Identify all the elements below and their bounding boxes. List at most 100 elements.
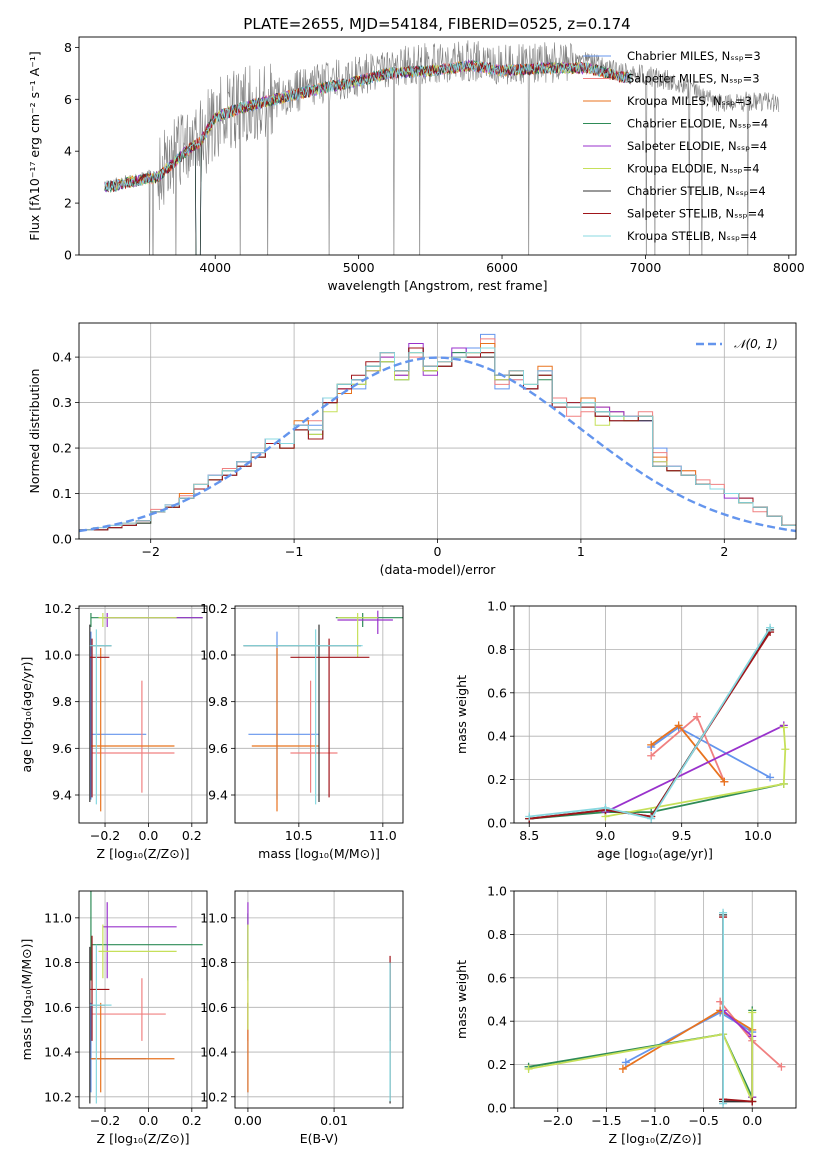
x-tick-label: 7000 bbox=[630, 260, 662, 275]
x-axis-label: (data-model)/error bbox=[380, 562, 497, 577]
axes-frame bbox=[78, 36, 797, 256]
x-axis-label: Z [log₁₀(Z/Z⊙)] bbox=[97, 1131, 190, 1146]
axes-frame bbox=[78, 605, 208, 824]
mass-weight-vs-age-panel: 8.5 9.0 9.5 10.0 0.0 0.2 0.4 0.6 0.8 1.0 age [log₁… bbox=[454, 599, 797, 861]
x-tick-label: −2.0 bbox=[543, 1113, 573, 1128]
x-axis-label: mass [log₁₀(M/M⊙)] bbox=[258, 846, 380, 861]
data-point bbox=[524, 1064, 533, 1073]
y-tick-label: 4 bbox=[64, 144, 72, 159]
data-point bbox=[647, 751, 656, 760]
x-tick-label: 11.0 bbox=[369, 828, 397, 843]
y-tick-label: 10.6 bbox=[200, 1000, 228, 1015]
axes-frame bbox=[234, 890, 404, 1109]
data-point bbox=[779, 723, 788, 732]
y-tick-label: 0.8 bbox=[487, 642, 507, 657]
x-tick-label: −1.0 bbox=[640, 1113, 670, 1128]
data-point bbox=[719, 908, 728, 917]
y-axis-label: mass [log₁₀(M/M⊙)] bbox=[19, 939, 34, 1061]
x-tick-label: 0.2 bbox=[182, 828, 202, 843]
y-axis-label: mass weight bbox=[454, 960, 469, 1039]
y-tick-label: 10.2 bbox=[44, 1089, 72, 1104]
y-tick-label: 10.4 bbox=[200, 1045, 228, 1060]
legend-label: Chabrier STELIB, Nₛₛₚ=4 bbox=[627, 184, 766, 198]
x-tick-label: −1.5 bbox=[591, 1113, 621, 1128]
y-tick-label: 9.6 bbox=[52, 741, 72, 756]
legend-label: Chabrier ELODIE, Nₛₛₚ=4 bbox=[627, 117, 768, 131]
y-axis-label: Flux [fλ10⁻¹⁷ erg cm⁻² s⁻¹ A⁻¹] bbox=[27, 51, 42, 240]
data-point bbox=[621, 1058, 630, 1067]
x-tick-label: −0.5 bbox=[688, 1113, 718, 1128]
data-point bbox=[674, 721, 683, 730]
x-tick-label: 0.0 bbox=[138, 828, 158, 843]
data-point bbox=[748, 1008, 757, 1017]
mass-vs-metallicity-panel: −0.2 0.0 0.2 10.2 10.4 10.6 10.8 11.0 Z [log₁₀(Z… bbox=[19, 890, 208, 1146]
mass-weight-line bbox=[605, 727, 787, 818]
x-tick-label: 2 bbox=[720, 544, 728, 559]
y-axis-label: mass weight bbox=[454, 675, 469, 754]
y-tick-label: 0.6 bbox=[487, 685, 507, 700]
y-tick-label: 9.4 bbox=[208, 788, 228, 803]
x-axis-label: E(B-V) bbox=[300, 1131, 339, 1146]
y-tick-label: 8 bbox=[64, 40, 72, 55]
legend-label: Salpeter MILES, Nₛₛₚ=3 bbox=[627, 72, 760, 86]
y-tick-label: 11.0 bbox=[200, 910, 228, 925]
legend-label: Chabrier MILES, Nₛₛₚ=3 bbox=[627, 49, 761, 63]
y-tick-label: 0.1 bbox=[52, 486, 72, 501]
y-tick-label: 0.2 bbox=[487, 1057, 507, 1072]
spectrum-panel: 4000 5000 6000 7000 8000 0 2 4 6 8 wavelength [Ang… bbox=[27, 36, 805, 293]
mass-vs-ebv-panel: 0.00 0.01 10.2 10.4 10.6 10.8 11.0 E(B-V) bbox=[200, 890, 404, 1146]
y-tick-label: 0.2 bbox=[487, 772, 507, 787]
y-tick-label: 1.0 bbox=[487, 884, 507, 899]
y-tick-label: 10.8 bbox=[44, 955, 72, 970]
x-tick-label: 0.2 bbox=[182, 1113, 202, 1128]
age-vs-metallicity-panel: −0.2 0.0 0.2 9.4 9.6 9.8 10.0 10.2 Z [log₁₀(Z/Z⊙… bbox=[19, 601, 208, 861]
data-point bbox=[525, 812, 534, 821]
x-tick-label: 9.5 bbox=[672, 828, 692, 843]
y-tick-label: 0.0 bbox=[487, 816, 507, 831]
x-tick-label: 1 bbox=[577, 544, 585, 559]
data-point bbox=[692, 712, 701, 721]
y-tick-label: 10.4 bbox=[44, 1045, 72, 1060]
x-tick-label: 0.00 bbox=[234, 1113, 262, 1128]
legend-label: Salpeter ELODIE, Nₛₛₚ=4 bbox=[627, 139, 767, 153]
x-tick-label: 4000 bbox=[199, 260, 231, 275]
residual-histogram-panel: −2 −1 0 1 2 0.0 0.1 0.2 0.3 0.4 (data-model)/error… bbox=[27, 322, 797, 577]
data-point bbox=[601, 803, 610, 812]
x-tick-label: 0.0 bbox=[742, 1113, 762, 1128]
y-tick-label: 0.4 bbox=[487, 729, 507, 744]
x-tick-label: 8000 bbox=[773, 260, 805, 275]
axes-frame bbox=[513, 605, 797, 824]
x-tick-label: 0 bbox=[434, 544, 442, 559]
x-tick-label: 5000 bbox=[343, 260, 375, 275]
y-tick-label: 9.8 bbox=[208, 694, 228, 709]
data-point bbox=[766, 773, 775, 782]
plot-area bbox=[89, 613, 203, 812]
legend-label: 𝒩(0, 1) bbox=[734, 337, 778, 351]
mass-weight-line bbox=[722, 1009, 754, 1098]
y-tick-label: 0.0 bbox=[52, 532, 72, 547]
plot-area bbox=[79, 333, 796, 539]
data-point bbox=[777, 1062, 786, 1071]
y-tick-label: 0.4 bbox=[487, 1014, 507, 1029]
y-tick-label: 0.3 bbox=[52, 395, 72, 410]
x-tick-label: 0.01 bbox=[320, 1113, 348, 1128]
data-point bbox=[748, 1097, 757, 1106]
y-tick-label: 0.6 bbox=[487, 970, 507, 985]
model-spectrum bbox=[104, 59, 631, 192]
x-tick-label: 8.5 bbox=[519, 828, 539, 843]
data-point bbox=[720, 777, 729, 786]
plot-area bbox=[104, 40, 780, 255]
y-tick-label: 0 bbox=[64, 248, 72, 263]
mass-weight-line bbox=[528, 1012, 754, 1102]
x-axis-label: wavelength [Angstrom, rest frame] bbox=[327, 278, 547, 293]
x-tick-label: 10.5 bbox=[285, 828, 313, 843]
x-tick-label: −0.2 bbox=[90, 828, 120, 843]
y-tick-label: 10.8 bbox=[200, 955, 228, 970]
y-tick-label: 9.6 bbox=[208, 741, 228, 756]
data-point bbox=[618, 1064, 627, 1073]
legend-label: Kroupa ELODIE, Nₛₛₚ=4 bbox=[627, 162, 760, 176]
mass-weight-line bbox=[722, 914, 753, 1103]
axes-frame bbox=[513, 890, 797, 1109]
mass-weight-vs-metallicity-panel: −2.0 −1.5 −1.0 −0.5 0.0 0.0 0.2 0.4 0.6 0.8 1.0 Z [… bbox=[454, 884, 797, 1146]
